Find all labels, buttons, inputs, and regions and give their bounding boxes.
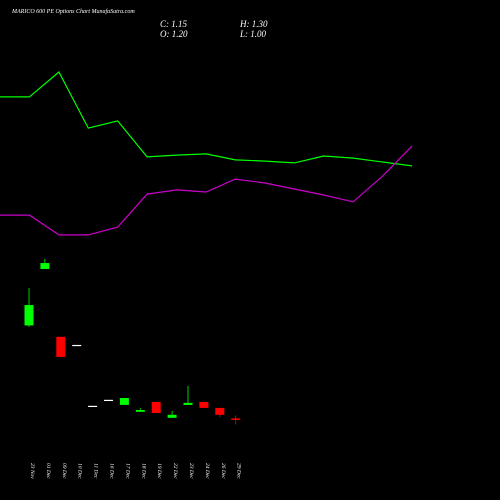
x-tick-label: 17 Dec [124,463,130,479]
indicator-line [0,145,413,236]
candle-body [167,414,177,418]
candle-body [24,305,34,326]
candle-body [151,401,161,414]
x-tick-label: 23 Nov [29,463,35,479]
x-tick-label: 11 Dec [93,463,99,479]
x-tick-label: 29 Dec [236,463,242,479]
x-tick-label: 22 Dec [172,463,178,479]
candle-body [231,418,241,420]
x-tick-label: 09 Dec [61,463,67,479]
candle-body [104,399,113,402]
x-tick-label: 24 Dec [204,463,211,479]
candle-body [135,410,145,412]
candle-body [56,336,66,357]
candle-body [215,407,225,415]
candle-body [72,344,82,347]
x-tick-label: 10 Dec [77,463,83,479]
close-label: C: 1.15 [160,19,188,29]
candle-body [40,263,50,270]
x-tick-label: 19 Dec [156,463,162,479]
chart-title: MARICO 600 PE Options Chart MunafaSutra.… [11,8,135,15]
open-label: O: 1.20 [160,29,188,39]
high-label: H: 1.30 [239,19,268,29]
x-tick-label: 26 Dec [220,463,226,479]
candle-body [199,401,209,408]
candle-body [183,402,193,405]
x-tick-label: 01 Dec [45,463,51,479]
x-tick-label: 23 Dec [188,463,194,479]
candle-body [88,405,98,408]
candle-body [119,398,129,405]
indicator-line [0,71,413,167]
x-tick-label: 16 Dec [109,463,115,479]
x-tick-label: 18 Dec [140,463,146,479]
low-label: L: 1.00 [239,29,267,39]
